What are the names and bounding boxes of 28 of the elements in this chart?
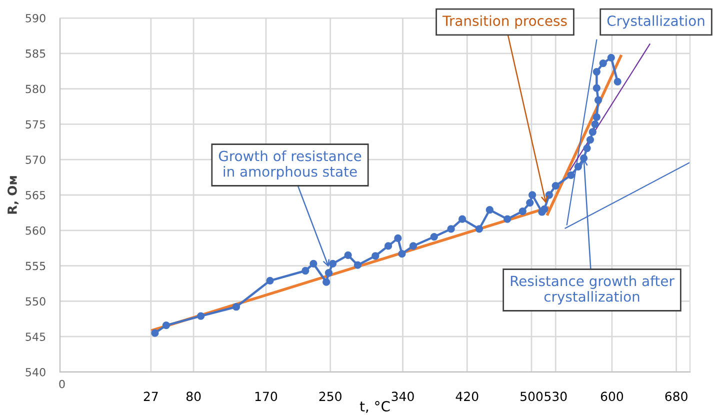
y-tick-label: 590: [26, 14, 46, 22]
annotation: Transition process: [442, 15, 567, 29]
text: 0: [59, 380, 65, 388]
annotation: Resistance growth after crystallization: [510, 276, 674, 304]
annotation: Growth of resistance in amorphous state: [218, 150, 362, 180]
x-tick-label: 500: [520, 392, 543, 402]
y-tick-label: 575: [26, 120, 46, 129]
x-tick-label: 250: [319, 392, 342, 402]
y-tick-label: 580: [26, 84, 46, 94]
x-tick-label: 420: [456, 392, 478, 402]
y-axis-title: R, Ом: [7, 176, 19, 214]
x-tick-label: 680: [665, 392, 688, 402]
x-tick-label: 530: [544, 392, 567, 402]
x-tick-label: 340: [392, 392, 414, 402]
y-tick-label: 545: [26, 332, 46, 341]
x-axis-title: t, °C: [360, 401, 390, 413]
y-tick-label: 560: [26, 226, 46, 235]
x-tick-label: 27: [144, 392, 158, 401]
x-tick-label: 170: [255, 392, 278, 402]
x-tick-label: 600: [600, 392, 624, 402]
annotation: Crystallization: [607, 15, 704, 29]
x-tick-label: 80: [186, 392, 201, 402]
y-tick-label: 585: [26, 49, 46, 58]
y-tick-label: 555: [26, 262, 46, 270]
y-tick-label: 540: [26, 368, 46, 376]
y-tick-label: 565: [26, 190, 46, 200]
y-tick-label: 570: [26, 156, 46, 164]
y-tick-label: 550: [26, 297, 46, 306]
